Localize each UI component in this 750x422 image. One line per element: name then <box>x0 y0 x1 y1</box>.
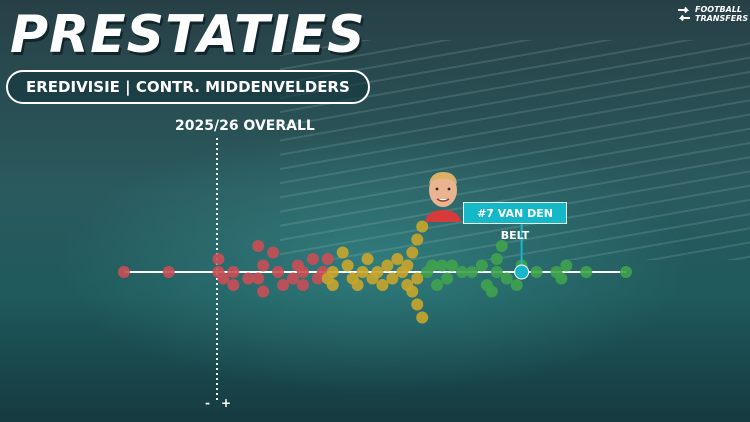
data-point-high <box>490 266 503 278</box>
data-point-mid <box>386 272 399 285</box>
data-point-mid <box>336 246 349 259</box>
data-point-low <box>118 266 130 278</box>
data-point-low <box>252 240 265 252</box>
data-point-low <box>267 246 280 259</box>
data-point-high <box>441 272 454 285</box>
data-point-low <box>272 266 285 278</box>
season-label: 2025/26 OVERALL <box>175 118 315 134</box>
data-point-mid <box>341 259 354 272</box>
data-point-low <box>257 259 270 272</box>
data-point-mid <box>411 298 424 311</box>
data-point-mid <box>406 285 419 298</box>
data-point-mid <box>416 220 429 233</box>
axis-plus-label: + <box>221 396 232 410</box>
data-point-high <box>530 266 543 278</box>
data-point-mid <box>371 266 384 278</box>
data-point-low <box>286 272 299 285</box>
data-point-high <box>555 272 568 285</box>
arrows-logo-icon <box>678 6 690 22</box>
data-point-mid <box>416 311 429 324</box>
data-point-high <box>490 253 503 265</box>
data-point-high <box>485 285 498 298</box>
data-point-low <box>306 253 319 265</box>
data-point-high <box>465 266 478 278</box>
data-point-mid <box>326 279 339 291</box>
data-point-mid <box>391 253 404 265</box>
data-point-high <box>455 266 468 278</box>
data-point-low <box>242 272 255 285</box>
data-point-low <box>257 285 270 298</box>
data-point-mid <box>381 259 394 272</box>
data-point-low <box>227 279 240 291</box>
data-point-high <box>431 279 444 291</box>
data-point-mid <box>356 266 369 278</box>
logo-line-1: FOOTBALL <box>695 5 743 14</box>
data-point-high <box>495 240 508 252</box>
data-point-low <box>321 253 334 265</box>
axis-minus-label: - <box>205 396 210 410</box>
data-point-high <box>620 266 632 278</box>
data-point-low <box>217 272 230 285</box>
data-point-low <box>252 272 265 285</box>
league-position-badge: EREDIVISIE | CONTR. MIDDENVELDERS <box>6 70 370 104</box>
data-point-low <box>296 279 309 291</box>
data-point-mid <box>361 253 374 265</box>
data-point-high <box>580 266 593 278</box>
highlight-point <box>514 264 530 280</box>
data-point-low <box>212 253 225 265</box>
data-point-mid <box>411 272 424 285</box>
data-points <box>118 220 632 324</box>
data-point-high <box>426 259 439 272</box>
data-point-high <box>436 259 449 272</box>
data-point-low <box>162 266 175 278</box>
data-point-mid <box>376 279 389 291</box>
data-point-high <box>446 259 459 272</box>
data-point-high <box>510 279 523 291</box>
page-title: PRESTATIES <box>10 5 366 65</box>
data-point-high <box>560 259 573 272</box>
data-point-mid <box>406 246 419 259</box>
logo-line-2: TRANSFERS <box>695 14 749 23</box>
logo-text: FOOTBALL TRANSFERS <box>695 5 748 23</box>
data-point-low <box>296 266 309 278</box>
data-point-mid <box>401 259 414 272</box>
data-point-low <box>227 266 240 278</box>
data-point-mid <box>411 233 424 246</box>
player-photo <box>425 172 461 222</box>
data-point-high <box>475 259 488 272</box>
football-transfers-logo: FOOTBALL TRANSFERS <box>676 4 748 26</box>
data-point-mid <box>326 266 339 278</box>
data-point-high <box>500 272 513 285</box>
data-point-low <box>277 279 290 291</box>
highlight-player-label: #7 VAN DEN BELT <box>463 202 567 242</box>
data-point-mid <box>351 279 364 291</box>
